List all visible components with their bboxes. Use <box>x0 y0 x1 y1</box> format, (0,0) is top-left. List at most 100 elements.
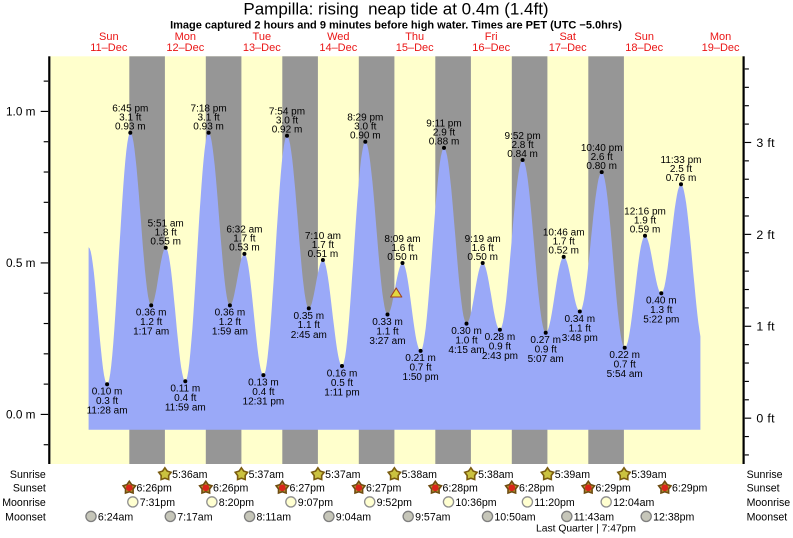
svg-text:0.50 m: 0.50 m <box>387 252 418 263</box>
svg-text:0.52 m: 0.52 m <box>548 246 579 257</box>
svg-text:11:43am: 11:43am <box>574 511 615 523</box>
svg-text:1.2 ft: 1.2 ft <box>219 317 241 328</box>
svg-text:1.6 ft: 1.6 ft <box>391 243 413 254</box>
svg-text:0.80 m: 0.80 m <box>586 161 617 172</box>
svg-text:0.90 m: 0.90 m <box>350 131 381 142</box>
svg-text:0.84 m: 0.84 m <box>507 149 538 160</box>
svg-text:0.27 m: 0.27 m <box>530 335 561 346</box>
svg-text:Mon: Mon <box>710 31 731 43</box>
svg-text:8:29 pm: 8:29 pm <box>347 113 383 124</box>
svg-text:9:57am: 9:57am <box>415 511 451 523</box>
svg-text:3:27 am: 3:27 am <box>369 336 405 347</box>
svg-text:1 ft: 1 ft <box>756 320 775 334</box>
svg-text:1:11 pm: 1:11 pm <box>324 387 359 398</box>
svg-text:5:37am: 5:37am <box>325 469 361 481</box>
svg-text:1:50 pm: 1:50 pm <box>403 372 439 383</box>
svg-text:0.59 m: 0.59 m <box>630 225 661 236</box>
svg-text:6:26pm: 6:26pm <box>137 483 173 495</box>
svg-text:5:54 am: 5:54 am <box>607 369 643 380</box>
svg-text:0.16 m: 0.16 m <box>327 368 358 379</box>
svg-text:0.7 ft: 0.7 ft <box>409 363 431 374</box>
svg-text:0.50 m: 0.50 m <box>467 252 498 263</box>
svg-text:12:16 pm: 12:16 pm <box>624 207 666 218</box>
svg-text:8:11am: 8:11am <box>257 511 292 523</box>
svg-text:10:46 am: 10:46 am <box>543 228 585 239</box>
svg-text:Sat: Sat <box>559 31 576 43</box>
svg-text:0.55 m: 0.55 m <box>150 237 181 248</box>
svg-text:15–Dec: 15–Dec <box>396 42 434 54</box>
svg-text:1.7 ft: 1.7 ft <box>553 237 575 248</box>
svg-text:0.33 m: 0.33 m <box>372 317 403 328</box>
svg-text:7:10 am: 7:10 am <box>305 231 341 242</box>
svg-text:3.1 ft: 3.1 ft <box>197 113 219 124</box>
svg-text:3.0 ft: 3.0 ft <box>276 116 298 127</box>
svg-text:10:36pm: 10:36pm <box>455 497 496 509</box>
svg-text:Thu: Thu <box>405 31 424 43</box>
svg-text:0.4 ft: 0.4 ft <box>174 393 196 404</box>
svg-text:Moonrise: Moonrise <box>747 497 791 509</box>
svg-text:5:37am: 5:37am <box>249 469 285 481</box>
svg-text:6:45 pm: 6:45 pm <box>112 104 148 115</box>
svg-text:0.36 m: 0.36 m <box>215 308 246 319</box>
svg-text:0.30 m: 0.30 m <box>451 326 482 337</box>
svg-text:1.1 ft: 1.1 ft <box>569 323 591 334</box>
svg-text:1.2 ft: 1.2 ft <box>140 317 162 328</box>
svg-text:0.51 m: 0.51 m <box>308 249 339 260</box>
svg-text:0.4 ft: 0.4 ft <box>252 387 274 398</box>
svg-text:5:38am: 5:38am <box>402 469 438 481</box>
svg-text:0.93 m: 0.93 m <box>193 122 224 133</box>
svg-text:Pampilla: rising neap tide at: Pampilla: rising neap tide at 0.4m (1.4f… <box>243 0 548 19</box>
svg-text:7:54 pm: 7:54 pm <box>269 107 305 118</box>
svg-text:0.22 m: 0.22 m <box>609 350 640 361</box>
svg-text:5:36am: 5:36am <box>172 469 208 481</box>
svg-text:Sunrise: Sunrise <box>747 469 783 481</box>
svg-text:Last Quarter | 7:47pm: Last Quarter | 7:47pm <box>536 524 636 535</box>
svg-text:1:59 am: 1:59 am <box>212 327 248 338</box>
svg-text:9:52 pm: 9:52 pm <box>505 131 541 142</box>
svg-text:12:38pm: 12:38pm <box>653 511 694 523</box>
svg-text:0.34 m: 0.34 m <box>565 314 596 325</box>
svg-text:1.0 m: 1.0 m <box>6 105 36 119</box>
svg-text:9:19 am: 9:19 am <box>465 234 501 245</box>
svg-text:0.88 m: 0.88 m <box>429 137 460 148</box>
svg-text:0.28 m: 0.28 m <box>485 332 516 343</box>
svg-text:9:04am: 9:04am <box>336 511 372 523</box>
svg-text:2:45 am: 2:45 am <box>291 330 327 341</box>
svg-text:11–Dec: 11–Dec <box>90 42 128 54</box>
svg-text:6:32 am: 6:32 am <box>226 225 262 236</box>
svg-text:0.53 m: 0.53 m <box>229 243 260 254</box>
svg-text:16–Dec: 16–Dec <box>472 42 510 54</box>
svg-text:0.3 ft: 0.3 ft <box>96 396 118 407</box>
svg-text:6:26pm: 6:26pm <box>213 483 249 495</box>
svg-text:12–Dec: 12–Dec <box>166 42 204 54</box>
svg-text:Moonrise: Moonrise <box>2 497 46 509</box>
svg-text:0.35 m: 0.35 m <box>294 311 325 322</box>
svg-text:6:29pm: 6:29pm <box>596 483 632 495</box>
svg-text:0.40 m: 0.40 m <box>646 296 677 307</box>
svg-text:Moonset: Moonset <box>747 511 788 523</box>
svg-text:11:33 pm: 11:33 pm <box>661 155 702 166</box>
svg-text:11:59 am: 11:59 am <box>165 403 206 414</box>
svg-text:7:31pm: 7:31pm <box>140 497 176 509</box>
svg-text:0.13 m: 0.13 m <box>248 377 279 388</box>
svg-text:9:11 pm: 9:11 pm <box>426 119 461 130</box>
svg-text:5:39am: 5:39am <box>631 469 667 481</box>
svg-text:2.5 ft: 2.5 ft <box>670 164 692 175</box>
svg-text:3.0 ft: 3.0 ft <box>354 122 376 133</box>
svg-text:3 ft: 3 ft <box>756 136 775 150</box>
svg-text:13–Dec: 13–Dec <box>243 42 281 54</box>
svg-text:10:40 pm: 10:40 pm <box>581 143 623 154</box>
svg-text:Sunrise: Sunrise <box>10 469 46 481</box>
svg-text:Tue: Tue <box>253 31 272 43</box>
svg-text:9:52pm: 9:52pm <box>377 497 413 509</box>
svg-text:19–Dec: 19–Dec <box>702 42 740 54</box>
svg-text:2 ft: 2 ft <box>756 228 775 242</box>
svg-text:Sun: Sun <box>99 31 119 43</box>
svg-text:5:39am: 5:39am <box>555 469 591 481</box>
svg-text:3:48 pm: 3:48 pm <box>562 333 598 344</box>
svg-text:5:22 pm: 5:22 pm <box>643 315 679 326</box>
svg-text:6:24am: 6:24am <box>98 511 134 523</box>
svg-text:Moonset: Moonset <box>5 511 46 523</box>
svg-text:6:28pm: 6:28pm <box>519 483 555 495</box>
svg-text:0.10 m: 0.10 m <box>92 387 123 398</box>
